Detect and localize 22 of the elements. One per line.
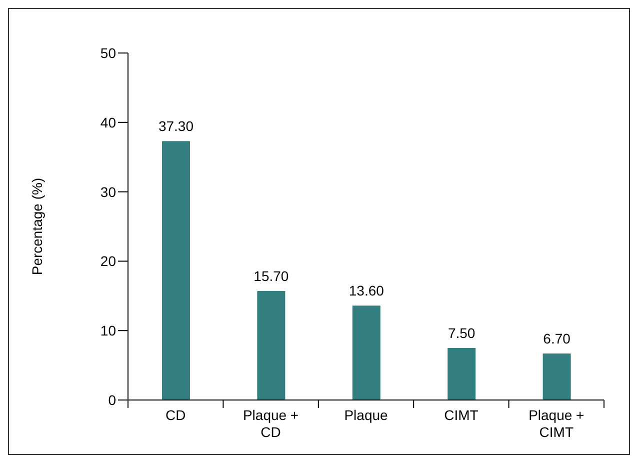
x-tick-label: CIMT (444, 407, 479, 423)
data-label: 7.50 (448, 324, 476, 341)
x-tick-label: Plaque + CD (242, 407, 299, 440)
y-tick-label: 20 (100, 253, 116, 270)
bar (162, 141, 190, 400)
data-label: 6.70 (543, 330, 571, 346)
data-label: 13.60 (348, 282, 384, 299)
bar (352, 306, 380, 400)
bar (257, 291, 286, 400)
y-tick-label: 10 (100, 322, 116, 339)
x-tick-label: Plaque + CIMT (528, 407, 584, 440)
y-tick-label: 0 (108, 392, 116, 408)
y-tick-label: 40 (100, 114, 116, 130)
y-axis-title: Percentage (%) (28, 178, 45, 276)
bar (448, 348, 476, 400)
data-label: 37.30 (158, 118, 194, 134)
x-tick-label: Plaque (344, 407, 388, 423)
data-label: 15.70 (254, 268, 289, 284)
x-tick-label: CD (165, 407, 186, 423)
y-tick-label: 50 (100, 44, 116, 61)
y-tick-label: 30 (100, 184, 116, 200)
bar (542, 354, 571, 400)
